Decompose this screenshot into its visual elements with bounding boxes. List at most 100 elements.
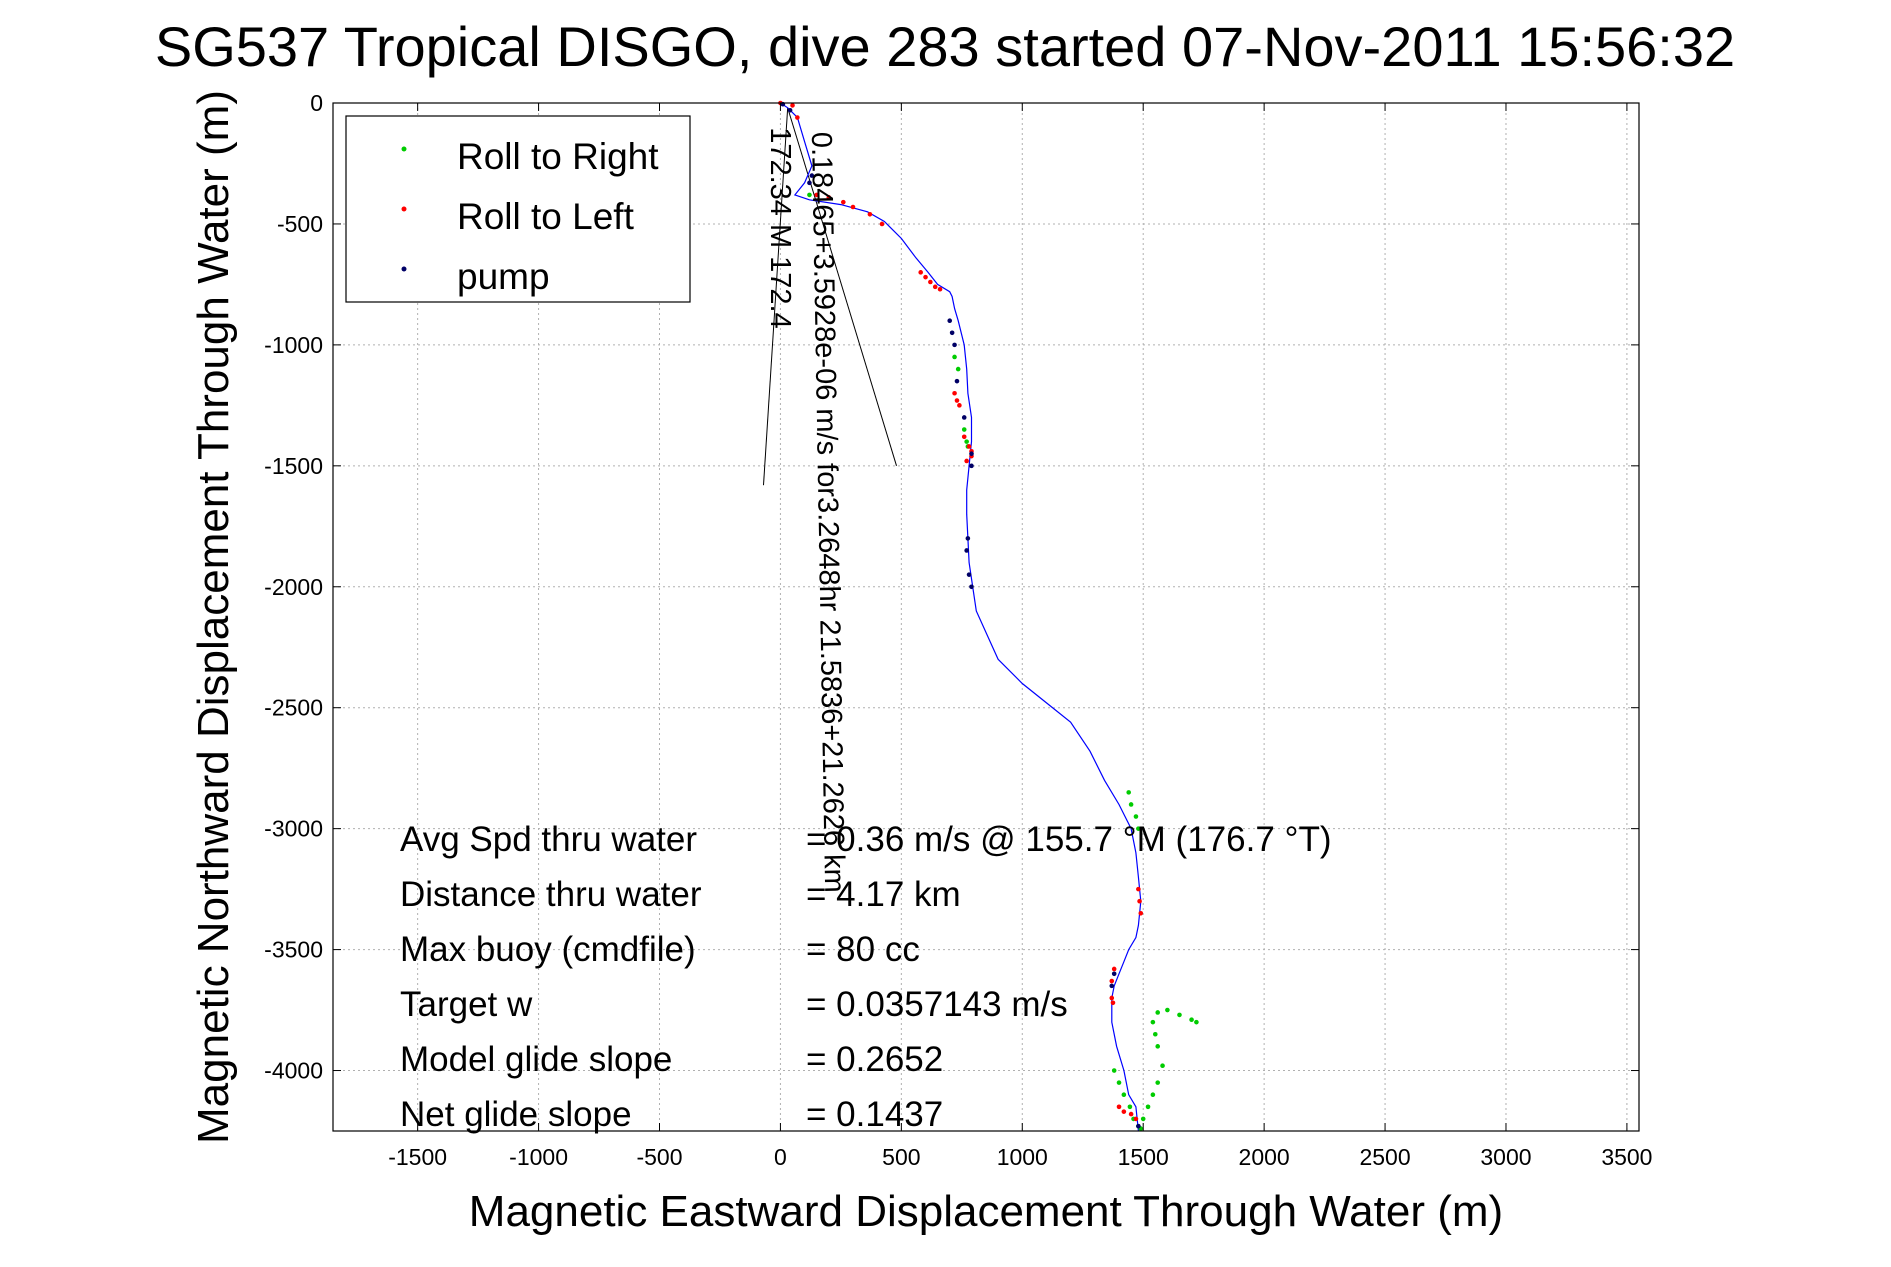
point-roll-to-left — [841, 199, 846, 205]
point-roll-to-left — [1109, 995, 1115, 1001]
x-tick-label: 0 — [774, 1144, 787, 1170]
point-pump — [809, 173, 815, 178]
point-roll-to-left — [850, 204, 856, 210]
x-tick-label: -500 — [636, 1144, 682, 1170]
point-roll-to-left — [952, 390, 957, 396]
point-roll-to-left — [966, 444, 972, 449]
point-pump — [965, 536, 971, 541]
point-roll-to-right — [964, 439, 969, 444]
x-axis-label: Magnetic Eastward Displacement Through W… — [469, 1187, 1503, 1236]
point-roll-to-right — [961, 427, 967, 432]
point-roll-to-right — [1160, 1063, 1165, 1068]
legend-marker — [401, 206, 407, 212]
point-roll-to-right — [1165, 1007, 1170, 1013]
point-roll-to-left — [1128, 1111, 1134, 1117]
point-roll-to-left — [923, 274, 928, 280]
point-pump — [954, 378, 960, 384]
guide-lines — [762, 107, 897, 486]
x-tick-label: 2500 — [1359, 1144, 1410, 1170]
point-roll-to-left — [1133, 1116, 1139, 1122]
stat-label: Model glide slope — [400, 1040, 672, 1079]
point-roll-to-left — [1137, 898, 1142, 904]
point-roll-to-right — [1150, 1092, 1156, 1098]
point-pump — [969, 584, 974, 590]
y-tick-label: 0 — [310, 90, 323, 116]
guide-line — [762, 107, 789, 486]
x-tick-label: 2000 — [1239, 1144, 1290, 1170]
legend-marker — [401, 146, 407, 152]
point-roll-to-right — [1126, 790, 1131, 795]
stat-label: Max buoy (cmdfile) — [400, 930, 696, 969]
y-tick-label: -4000 — [264, 1058, 323, 1084]
point-roll-to-right — [1155, 1010, 1161, 1015]
stat-label: Distance thru water — [400, 875, 702, 914]
point-roll-to-right — [1155, 1044, 1161, 1049]
point-roll-to-right — [1189, 1017, 1194, 1023]
point-pump — [949, 330, 955, 336]
point-roll-to-right — [1127, 1104, 1133, 1110]
y-axis-label: Magnetic Northward Displacement Through … — [189, 90, 238, 1144]
x-tick-label: 1000 — [997, 1144, 1048, 1170]
stat-value: = 80 cc — [806, 930, 920, 969]
point-pump — [787, 107, 793, 113]
y-tick-label: -3500 — [264, 937, 323, 963]
point-roll-to-left — [795, 115, 800, 120]
point-roll-to-left — [879, 221, 885, 227]
x-tick-label: -1000 — [509, 1144, 568, 1170]
point-roll-to-left — [790, 103, 795, 108]
point-pump — [964, 548, 969, 553]
y-tick-label: -2500 — [264, 695, 323, 721]
point-roll-to-left — [1116, 1104, 1122, 1110]
point-roll-to-left — [957, 403, 962, 408]
legend-label: Roll to Right — [457, 136, 659, 177]
point-pump — [1136, 1123, 1141, 1129]
point-roll-to-left — [1138, 911, 1144, 916]
stat-label: Target w — [400, 985, 533, 1024]
point-roll-to-left — [1110, 1000, 1116, 1006]
point-pump — [1109, 983, 1115, 989]
stat-value: = 0.36 m/s @ 155.7 °M (176.7 °T) — [806, 820, 1332, 859]
stat-value: = 0.2652 — [806, 1040, 943, 1079]
x-tick-label: 3500 — [1601, 1144, 1652, 1170]
point-roll-to-left — [1109, 978, 1115, 984]
y-tick-label: -500 — [277, 211, 323, 237]
point-pump — [969, 463, 974, 469]
point-roll-to-left — [814, 192, 820, 198]
point-roll-to-left — [928, 279, 933, 285]
point-roll-to-right — [807, 192, 812, 198]
point-roll-to-left — [1111, 966, 1117, 972]
point-roll-to-right — [1150, 1019, 1156, 1025]
point-roll-to-right — [1128, 802, 1134, 807]
point-pump — [961, 415, 967, 420]
legend-marker — [401, 266, 407, 272]
point-roll-to-right — [1152, 1031, 1158, 1037]
legend: Roll to Right Roll to Left pump — [345, 115, 691, 303]
point-pump — [947, 318, 953, 323]
y-tick-label: -1000 — [264, 332, 323, 358]
point-roll-to-left — [1121, 1109, 1127, 1114]
stat-value: = 0.0357143 m/s — [806, 985, 1068, 1024]
point-roll-to-left — [964, 458, 969, 464]
x-tick-label: -1500 — [388, 1144, 447, 1170]
point-roll-to-right — [1111, 1068, 1117, 1073]
point-roll-to-right — [1116, 1080, 1122, 1085]
legend-label: pump — [457, 256, 550, 297]
point-roll-to-left — [954, 398, 960, 403]
point-roll-to-right — [955, 366, 961, 372]
stat-value: = 4.17 km — [806, 875, 961, 914]
point-roll-to-right — [1140, 1116, 1146, 1122]
stats-block: Avg Spd thru water = 0.36 m/s @ 155.7 °M … — [400, 820, 1332, 1134]
y-tick-label: -2000 — [264, 574, 323, 600]
point-roll-to-left — [867, 211, 873, 217]
point-roll-to-right — [1177, 1012, 1182, 1018]
point-pump — [1111, 971, 1117, 977]
rotated-annotation: 172.34 M 172.4 — [764, 127, 796, 329]
stat-label: Net glide slope — [400, 1095, 632, 1134]
point-roll-to-left — [961, 434, 967, 440]
point-pump — [807, 180, 812, 186]
legend-label: Roll to Left — [457, 196, 635, 237]
point-roll-to-right — [1136, 826, 1141, 831]
point-roll-to-left — [826, 195, 832, 200]
chart-title: SG537 Tropical DISGO, dive 283 started 0… — [155, 15, 1735, 78]
